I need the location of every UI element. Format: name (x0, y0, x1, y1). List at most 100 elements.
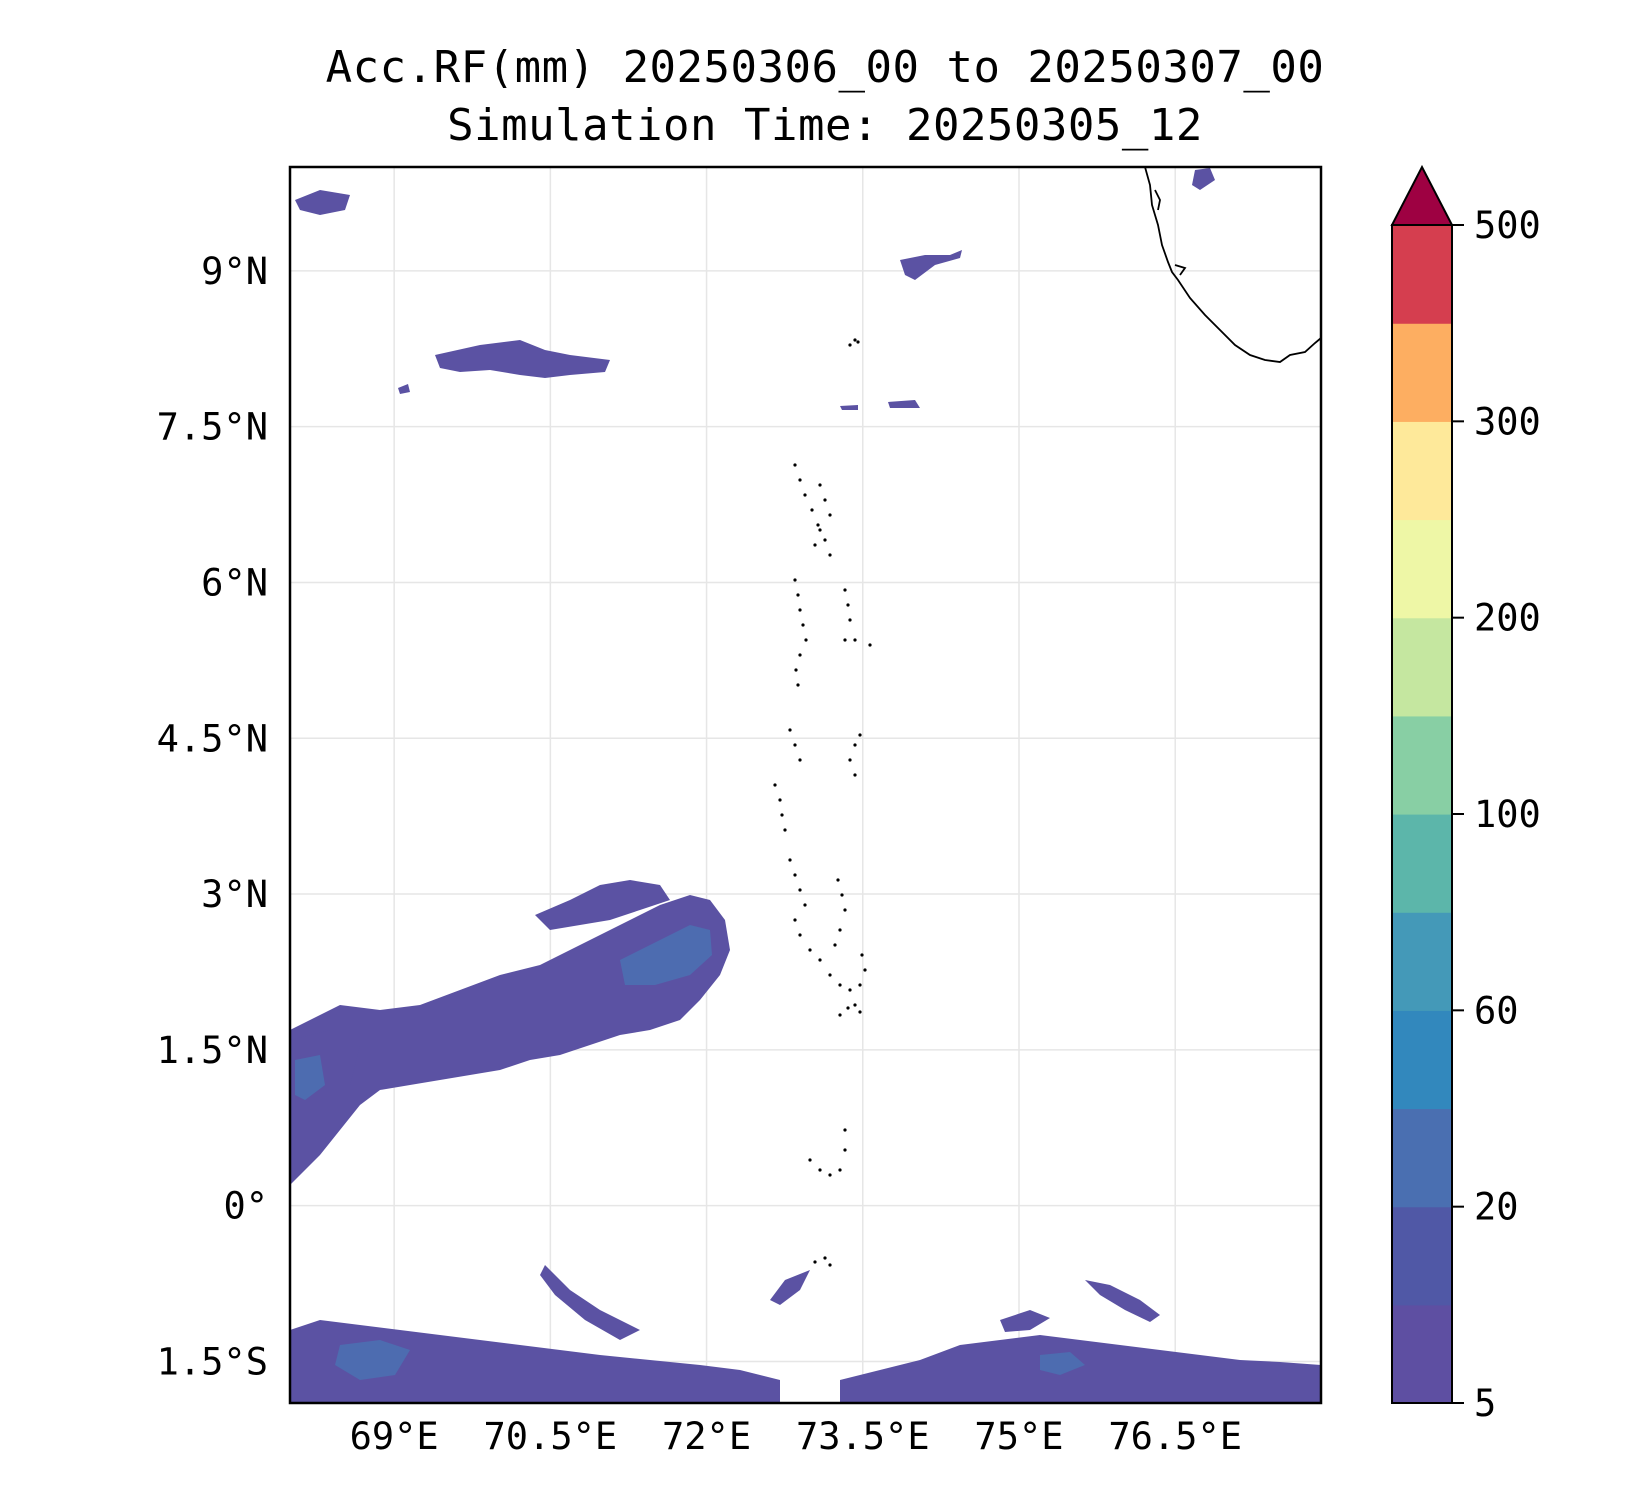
lon-tick-label: 69°E (350, 1415, 439, 1458)
rain-patch-7-6N-small (840, 405, 858, 410)
atoll-dot (848, 988, 852, 992)
atoll-dot (813, 543, 817, 547)
colorbar-tick-label: 60 (1474, 989, 1519, 1032)
atoll-dot (848, 343, 852, 347)
colorbar-segment (1392, 1304, 1452, 1404)
atoll-dot (788, 858, 792, 862)
rain-patch-se-arc (1085, 1280, 1160, 1322)
atoll-dot (838, 1013, 842, 1017)
atoll-dot (843, 638, 847, 642)
atoll-dot (783, 828, 787, 832)
rain-core-south2 (1040, 1352, 1085, 1375)
atoll-dot (804, 638, 808, 642)
colorbar-tick-label: 100 (1474, 793, 1541, 836)
rain-streak-south (540, 1265, 640, 1340)
colorbar: 5 20 60 100 200 300 500 (1390, 164, 1541, 1425)
colorbar-segment (1392, 1206, 1452, 1306)
lat-tick-label: 1.5°N (157, 1029, 268, 1072)
atoll-dot (846, 603, 850, 607)
colorbar-segment (1392, 814, 1452, 913)
atoll-dot (836, 878, 840, 882)
atoll-dot (780, 813, 784, 817)
colorbar-segment (1392, 912, 1452, 1011)
rain-patch-south-mid (770, 1270, 810, 1305)
colorbar-segment (1392, 519, 1452, 619)
atoll-dot (856, 340, 860, 344)
rain-patch-7-5N-left (398, 384, 410, 394)
lat-tick-label: 7.5°N (157, 406, 268, 449)
rain-core-south (335, 1340, 410, 1380)
rain-band-north (290, 895, 730, 1185)
lon-tick-label: 70.5°E (484, 1415, 618, 1458)
colorbar-segment (1392, 1108, 1452, 1208)
atoll-dot (863, 968, 867, 972)
atoll-dot (813, 1260, 817, 1264)
colorbar-segment (1392, 225, 1452, 324)
atoll-dot (816, 523, 820, 527)
atoll-dot (838, 983, 842, 987)
colorbar-tick-label: 300 (1474, 400, 1541, 443)
atoll-dot (818, 958, 822, 962)
rain-patch-7-6N (888, 400, 920, 408)
atoll-dot (843, 588, 847, 592)
chart-title: Acc.RF(mm) 20250306_00 to 20250307_00 (325, 42, 1325, 93)
rain-band-north-edge (535, 880, 670, 930)
colorbar-tick-label: 5 (1474, 1382, 1496, 1425)
atoll-dot (808, 1158, 812, 1162)
lat-tick-label: 6°N (201, 561, 268, 604)
colorbar-segment (1392, 715, 1452, 815)
maldives-atolls (773, 338, 872, 1267)
atoll-dot (793, 918, 797, 922)
atoll-dot (843, 1128, 847, 1132)
atoll-dot (788, 728, 792, 732)
atoll-dot (798, 653, 802, 657)
atoll-dot (801, 623, 805, 627)
atoll-dot (840, 893, 844, 897)
atoll-dot (798, 758, 802, 762)
atoll-dot (793, 463, 797, 467)
atoll-dot (793, 743, 797, 747)
colorbar-segment (1392, 617, 1452, 717)
lat-tick-label: 4.5°N (157, 717, 268, 760)
atoll-dot (848, 618, 852, 622)
rain-core-north (620, 925, 712, 985)
lat-tick-label: 0° (223, 1185, 268, 1228)
atoll-dot (828, 513, 832, 517)
rain-band-south-west (290, 1320, 780, 1403)
atoll-dot (793, 578, 797, 582)
gridlines (290, 167, 1321, 1403)
colorbar-extend-arrow (1390, 164, 1454, 226)
atoll-dot (798, 933, 802, 937)
atoll-dot (858, 983, 862, 987)
atoll-dot (833, 943, 837, 947)
atoll-dot (798, 888, 802, 892)
colorbar-tick-label: 200 (1474, 597, 1541, 640)
atoll-dot (793, 873, 797, 877)
atoll-dot (798, 478, 802, 482)
rainfall-contours (290, 168, 1321, 1403)
atoll-dot (808, 948, 812, 952)
atoll-dot (860, 953, 864, 957)
atoll-dot (828, 973, 832, 977)
atoll-dot (828, 553, 832, 557)
atoll-dot (778, 798, 782, 802)
rain-core-west (295, 1055, 325, 1100)
atoll-dot (798, 608, 802, 612)
atoll-dot (843, 1148, 847, 1152)
lon-tick-label: 75°E (974, 1415, 1063, 1458)
atoll-dot (858, 733, 862, 737)
atoll-dot (818, 528, 822, 532)
atoll-dot (853, 638, 857, 642)
colorbar-tick-label: 20 (1474, 1186, 1519, 1229)
rain-patch-south-mid2 (1000, 1310, 1050, 1332)
rain-patch-9N (900, 250, 962, 280)
atoll-dot (858, 1010, 862, 1014)
atoll-dot (803, 903, 807, 907)
atoll-dot (773, 783, 777, 787)
chart-subtitle: Simulation Time: 20250305_12 (447, 100, 1203, 151)
atoll-dot (843, 908, 847, 912)
atoll-dot (823, 498, 827, 502)
atoll-dot (818, 483, 822, 487)
atoll-dot (846, 1006, 850, 1010)
